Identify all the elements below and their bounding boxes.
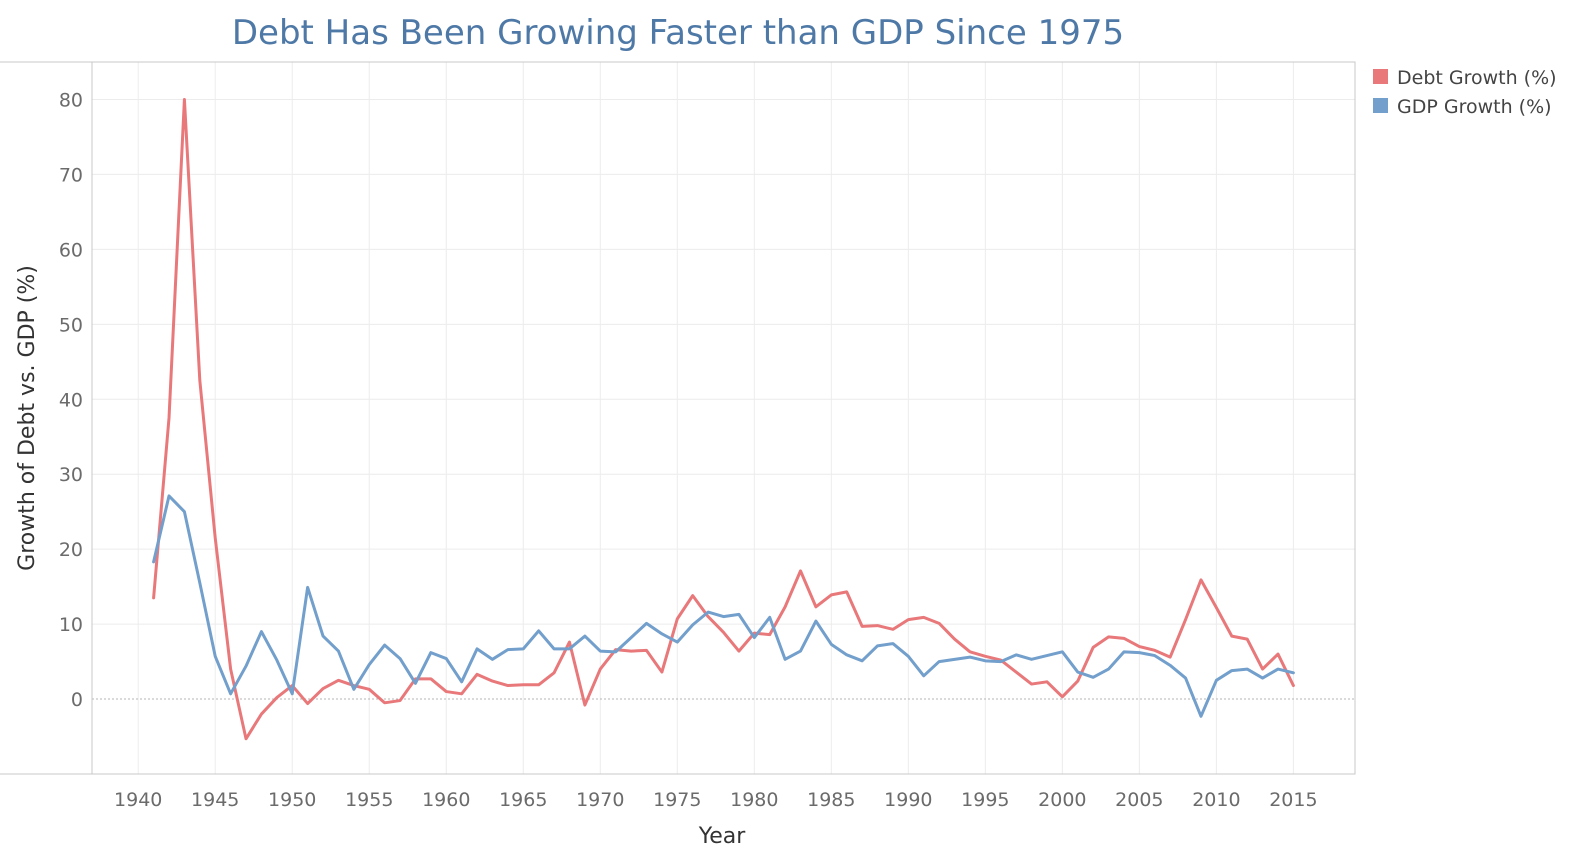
- legend-swatch: [1373, 69, 1388, 84]
- y-tick-label: 60: [59, 239, 83, 261]
- y-tick-label: 20: [59, 539, 83, 561]
- x-tick-label: 1940: [114, 789, 162, 811]
- x-tick-label: 1975: [653, 789, 701, 811]
- x-tick-label: 1945: [191, 789, 239, 811]
- y-tick-label: 30: [59, 464, 83, 486]
- x-tick-label: 2005: [1115, 789, 1163, 811]
- y-tick-label: 70: [59, 164, 83, 186]
- y-tick-label: 40: [59, 389, 83, 411]
- series-line-debt-growth: [152, 97, 1295, 741]
- x-tick-label: 1955: [345, 789, 393, 811]
- axes-layer: 1940 1945 1950 1955 1960 1965 1970 1975 1980 1985…: [0, 61, 1356, 811]
- series-line-gdp-growth: [152, 494, 1295, 718]
- chart-title: Debt Has Been Growing Faster than GDP Si…: [232, 13, 1124, 53]
- x-tick-label: 1960: [422, 789, 470, 811]
- x-tick-label: 1980: [730, 789, 778, 811]
- legend: Debt Growth (%) GDP Growth (%): [1373, 67, 1557, 118]
- x-tick-label: 2000: [1038, 789, 1086, 811]
- x-axis-label: Year: [698, 824, 747, 849]
- y-tick-label: 0: [71, 689, 83, 711]
- y-axis-label: Growth of Debt vs. GDP (%): [15, 265, 40, 571]
- x-tick-label: 2010: [1192, 789, 1240, 811]
- x-tick-label: 1985: [807, 789, 855, 811]
- x-tick-label: 1950: [268, 789, 316, 811]
- legend-label: GDP Growth (%): [1397, 96, 1552, 118]
- legend-label: Debt Growth (%): [1397, 67, 1557, 89]
- y-tick-label: 50: [59, 314, 83, 336]
- grid-layer: [92, 62, 1355, 774]
- x-tick-label: 1965: [499, 789, 547, 811]
- legend-swatch: [1373, 98, 1388, 113]
- plot-frame: [91, 61, 1356, 775]
- y-tick-label: 10: [59, 614, 83, 636]
- x-tick-label: 1990: [884, 789, 932, 811]
- series-layer: [152, 97, 1295, 741]
- x-tick-label: 1970: [576, 789, 624, 811]
- x-tick-label: 2015: [1269, 789, 1317, 811]
- x-tick-label: 1995: [961, 789, 1009, 811]
- y-tick-label: 80: [59, 89, 83, 111]
